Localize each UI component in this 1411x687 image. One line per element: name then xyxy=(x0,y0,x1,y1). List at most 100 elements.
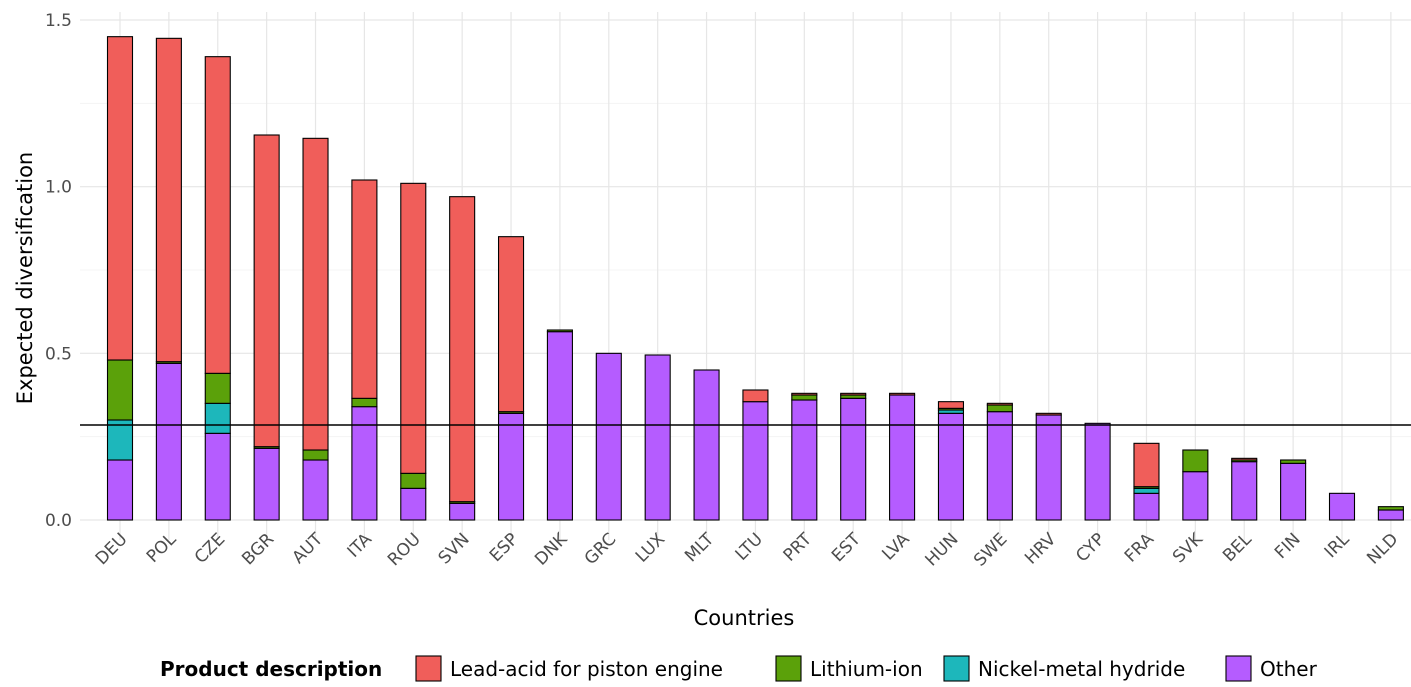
x-tick-label: HUN xyxy=(922,529,963,570)
bar-segment-lead-acid-for-piston-engine xyxy=(1231,457,1258,461)
legend-label: Lead-acid for piston engine xyxy=(450,657,723,681)
x-tick-label: LUX xyxy=(632,529,670,567)
x-tick-label: BGR xyxy=(238,529,278,569)
legend-swatch xyxy=(415,655,442,682)
bar-group-fin xyxy=(1280,459,1307,521)
bar-group-pol xyxy=(155,37,182,521)
bar-group-prt xyxy=(791,392,818,521)
bar-segment-lead-acid-for-piston-engine xyxy=(253,134,280,448)
bar-segment-lithium-ion xyxy=(400,472,427,489)
bar-group-est xyxy=(840,392,867,521)
y-axis-ticks: 0.0 0.5 1.0 1.5 xyxy=(45,11,72,531)
legend-label: Other xyxy=(1260,657,1318,681)
bar-segment-lithium-ion xyxy=(1182,449,1209,473)
bar-group-swe xyxy=(986,402,1013,521)
bar-group-mlt xyxy=(693,369,720,521)
x-tick-label: ITA xyxy=(344,529,377,562)
bar-segment-lead-acid-for-piston-engine xyxy=(351,179,378,399)
bar-segment-lithium-ion xyxy=(986,404,1013,413)
x-tick-label: ESP xyxy=(486,529,523,566)
bar-segment-other xyxy=(1035,414,1062,521)
bar-group-fra xyxy=(1133,442,1160,521)
bar-segment-lithium-ion xyxy=(106,359,134,421)
bar-group-deu xyxy=(106,36,134,521)
bar-segment-other xyxy=(1182,471,1209,521)
bar-segment-other xyxy=(106,459,134,521)
bar-segment-other xyxy=(1084,422,1111,521)
x-tick-label: ROU xyxy=(384,529,425,570)
bar-group-irl xyxy=(1328,492,1356,521)
bar-segment-lead-acid-for-piston-engine xyxy=(400,182,427,474)
bar-segment-other xyxy=(204,432,231,521)
x-tick-label: SWE xyxy=(970,529,1011,570)
legend-swatch xyxy=(943,655,970,682)
bar-group-esp xyxy=(497,236,525,521)
bar-segment-lead-acid-for-piston-engine xyxy=(449,196,476,503)
bar-segment-other xyxy=(253,447,280,521)
bar-group-nld xyxy=(1377,506,1404,521)
bar-group-ltu xyxy=(742,389,769,521)
x-tick-label: POL xyxy=(143,529,181,567)
y-tick-label: 0.5 xyxy=(45,344,72,364)
bar-segment-lead-acid-for-piston-engine xyxy=(742,389,769,403)
x-tick-label: DEU xyxy=(92,529,132,569)
bar-segment-nickel-metal-hydride xyxy=(1133,487,1160,494)
legend-swatch xyxy=(1225,655,1252,682)
legend-title: Product description xyxy=(160,657,382,681)
bar-segment-lead-acid-for-piston-engine xyxy=(302,137,329,451)
bar-segment-nickel-metal-hydride xyxy=(204,402,231,434)
x-tick-label: HRV xyxy=(1021,529,1060,568)
x-tick-label: IRL xyxy=(1321,529,1354,562)
bar-segment-other xyxy=(449,502,476,521)
bar-segment-lead-acid-for-piston-engine xyxy=(937,401,965,409)
x-tick-label: DNK xyxy=(531,529,572,570)
x-tick-label: LVA xyxy=(878,529,913,564)
legend-label: Nickel-metal hydride xyxy=(978,657,1185,681)
x-tick-label: FIN xyxy=(1271,529,1305,563)
bar-group-bgr xyxy=(253,134,280,521)
bar-segment-lead-acid-for-piston-engine xyxy=(791,392,818,396)
bar-segment-other xyxy=(889,394,916,521)
bar-group-grc xyxy=(595,352,622,521)
x-tick-label: LTU xyxy=(732,529,767,564)
bar-segment-lead-acid-for-piston-engine xyxy=(204,56,231,374)
legend: Product description Lead-acid for piston… xyxy=(160,655,1318,682)
bar-segment-lead-acid-for-piston-engine xyxy=(1133,442,1160,488)
bar-segment-other xyxy=(840,397,867,521)
y-axis-title: Expected diversification xyxy=(13,152,37,404)
bar-group-hrv xyxy=(1035,412,1062,521)
bar-segment-lead-acid-for-piston-engine xyxy=(986,402,1013,406)
bar-segment-other xyxy=(986,411,1013,521)
bar-segment-other xyxy=(644,354,671,521)
bar-segment-other xyxy=(546,331,573,521)
bar-group-cyp xyxy=(1084,422,1111,521)
bar-segment-lead-acid-for-piston-engine xyxy=(106,36,134,361)
x-tick-label: AUT xyxy=(289,529,328,568)
bar-segment-lithium-ion xyxy=(351,397,378,408)
bar-group-hun xyxy=(937,401,965,521)
bar-segment-other xyxy=(302,459,329,521)
bar-segment-other xyxy=(497,412,525,521)
bar-segment-other xyxy=(400,487,427,521)
x-tick-label: CYP xyxy=(1072,529,1109,566)
bar-segment-lithium-ion xyxy=(302,449,329,461)
bar-group-svn xyxy=(449,196,476,521)
bar-group-svk xyxy=(1182,449,1209,521)
bar-group-lux xyxy=(644,354,671,521)
x-tick-label: MLT xyxy=(681,529,718,566)
bar-segment-other xyxy=(1133,492,1160,521)
x-tick-label: SVN xyxy=(435,529,474,568)
bar-group-aut xyxy=(302,137,329,521)
y-tick-label: 0.0 xyxy=(45,511,72,531)
bar-segment-lead-acid-for-piston-engine xyxy=(840,392,867,396)
bar-segment-lithium-ion xyxy=(1280,459,1307,464)
bar-segment-other xyxy=(1231,461,1258,521)
bar-segment-lithium-ion xyxy=(546,329,573,333)
bar-group-rou xyxy=(400,182,427,521)
bar-segment-lithium-ion xyxy=(204,372,231,404)
x-tick-label: BEL xyxy=(1219,529,1256,566)
bar-segment-other xyxy=(1280,462,1307,521)
bar-segment-other xyxy=(937,412,965,521)
bar-segment-lead-acid-for-piston-engine xyxy=(155,37,182,363)
